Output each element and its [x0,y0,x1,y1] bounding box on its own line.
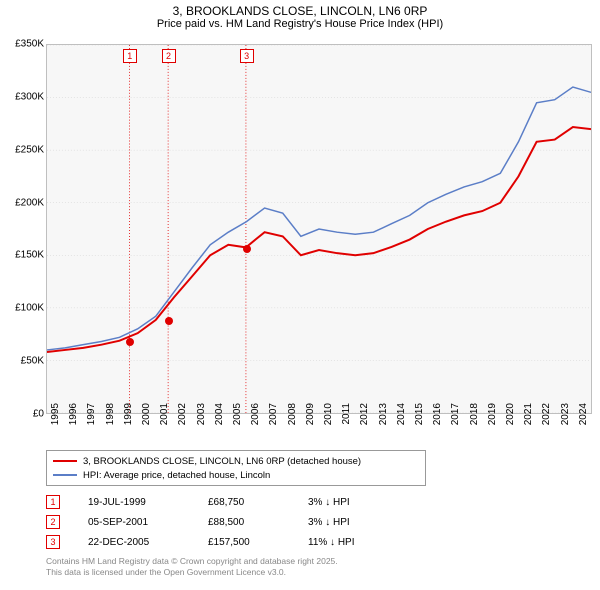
x-tick-label: 1997 [86,403,97,433]
sales-row-index: 3 [46,535,60,549]
x-tick-label: 2004 [214,403,225,433]
title-address: 3, BROOKLANDS CLOSE, LINCOLN, LN6 0RP [0,4,600,18]
sales-table: 1 19-JUL-1999£68,7503% ↓ HPI 2 05-SEP-2001£… [46,492,398,552]
sales-row: 3 22-DEC-2005£157,50011% ↓ HPI [46,532,398,552]
sales-row-date: 19-JUL-1999 [88,497,208,508]
legend-label: HPI: Average price, detached house, Linc… [83,470,270,481]
x-tick-label: 2013 [378,403,389,433]
x-tick-label: 2022 [541,403,552,433]
x-tick-label: 2009 [305,403,316,433]
footer-line-2: This data is licensed under the Open Gov… [46,567,338,578]
sale-marker-box: 1 [123,49,137,63]
x-tick-label: 2011 [341,403,352,433]
x-tick-label: 2002 [177,403,188,433]
sale-marker-box: 2 [162,49,176,63]
y-tick-label: £250K [0,144,44,155]
footer-attribution: Contains HM Land Registry data © Crown c… [46,556,338,578]
x-tick-label: 2024 [578,403,589,433]
sale-marker-dot [165,317,173,325]
chart-plot-area: 1 2 3 [46,44,592,414]
x-tick-label: 2007 [268,403,279,433]
sale-marker-dot [243,245,251,253]
chart-container: 3, BROOKLANDS CLOSE, LINCOLN, LN6 0RP Pr… [0,0,600,590]
x-tick-label: 2021 [523,403,534,433]
legend-box: 3, BROOKLANDS CLOSE, LINCOLN, LN6 0RP (d… [46,450,426,486]
sale-marker-dot [126,338,134,346]
legend-row: HPI: Average price, detached house, Linc… [53,468,419,482]
x-tick-label: 2015 [414,403,425,433]
sales-row: 2 05-SEP-2001£88,5003% ↓ HPI [46,512,398,532]
x-tick-label: 2023 [560,403,571,433]
title-block: 3, BROOKLANDS CLOSE, LINCOLN, LN6 0RP Pr… [0,0,600,30]
x-tick-label: 2000 [141,403,152,433]
y-tick-label: £350K [0,39,44,50]
x-tick-label: 2019 [487,403,498,433]
x-tick-label: 1999 [123,403,134,433]
x-tick-label: 2016 [432,403,443,433]
x-tick-label: 2018 [469,403,480,433]
y-tick-label: £0 [0,409,44,420]
sales-row-delta: 3% ↓ HPI [308,517,398,528]
legend-label: 3, BROOKLANDS CLOSE, LINCOLN, LN6 0RP (d… [83,456,361,467]
chart-svg [47,45,591,413]
y-tick-label: £300K [0,91,44,102]
x-tick-label: 2020 [505,403,516,433]
legend-swatch [53,474,77,476]
x-tick-label: 2008 [287,403,298,433]
x-tick-label: 2012 [359,403,370,433]
x-tick-label: 2010 [323,403,334,433]
sales-row-delta: 11% ↓ HPI [308,537,398,548]
x-tick-label: 2014 [396,403,407,433]
title-subtitle: Price paid vs. HM Land Registry's House … [0,18,600,30]
footer-line-1: Contains HM Land Registry data © Crown c… [46,556,338,567]
sales-row-date: 22-DEC-2005 [88,537,208,548]
x-tick-label: 2005 [232,403,243,433]
y-tick-label: £50K [0,356,44,367]
x-tick-label: 2001 [159,403,170,433]
sales-row-index: 2 [46,515,60,529]
x-tick-label: 1996 [68,403,79,433]
sales-row: 1 19-JUL-1999£68,7503% ↓ HPI [46,492,398,512]
sale-marker-box: 3 [240,49,254,63]
x-tick-label: 1998 [105,403,116,433]
x-tick-label: 2003 [196,403,207,433]
sales-row-index: 1 [46,495,60,509]
sales-row-delta: 3% ↓ HPI [308,497,398,508]
x-tick-label: 1995 [50,403,61,433]
legend-swatch [53,460,77,462]
sales-row-price: £88,500 [208,517,308,528]
y-tick-label: £150K [0,250,44,261]
x-tick-label: 2006 [250,403,261,433]
legend-row: 3, BROOKLANDS CLOSE, LINCOLN, LN6 0RP (d… [53,454,419,468]
y-tick-label: £200K [0,197,44,208]
sales-row-date: 05-SEP-2001 [88,517,208,528]
y-tick-label: £100K [0,303,44,314]
x-tick-label: 2017 [450,403,461,433]
sales-row-price: £68,750 [208,497,308,508]
sales-row-price: £157,500 [208,537,308,548]
series-hpi [47,87,591,350]
series-price_paid [47,127,591,352]
